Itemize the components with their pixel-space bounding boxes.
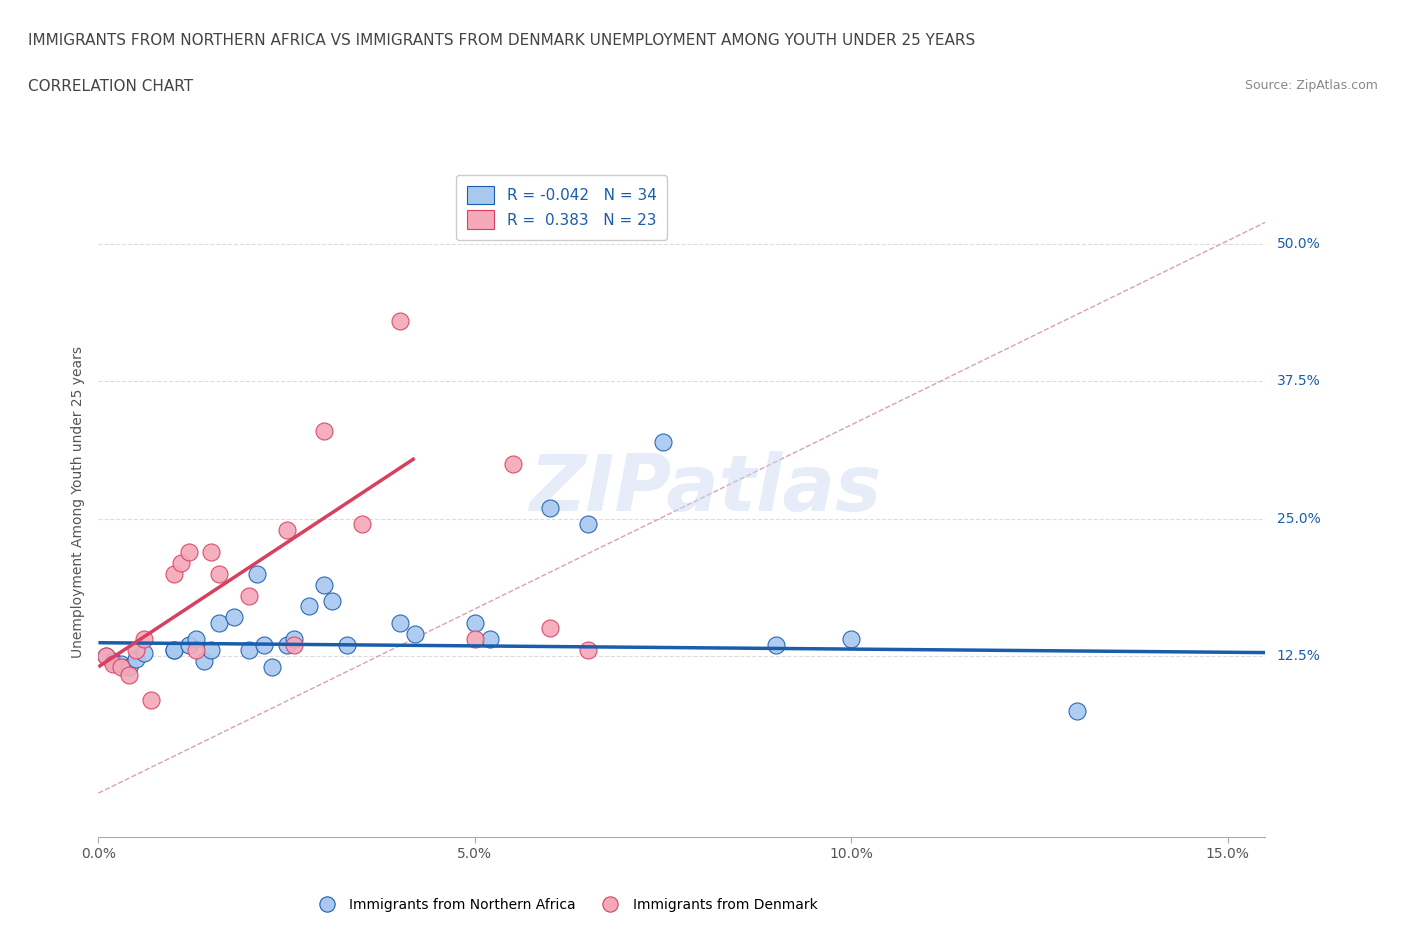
- Point: [139, 692, 162, 707]
- Point: [478, 632, 501, 647]
- Point: [177, 637, 200, 652]
- Point: [336, 637, 359, 652]
- Legend: Immigrants from Northern Africa, Immigrants from Denmark: Immigrants from Northern Africa, Immigra…: [308, 892, 823, 917]
- Text: 12.5%: 12.5%: [1277, 649, 1320, 663]
- Text: CORRELATION CHART: CORRELATION CHART: [28, 79, 193, 94]
- Point: [276, 523, 298, 538]
- Point: [253, 637, 276, 652]
- Point: [94, 648, 117, 663]
- Point: [117, 659, 139, 674]
- Text: Source: ZipAtlas.com: Source: ZipAtlas.com: [1244, 79, 1378, 92]
- Point: [110, 659, 132, 674]
- Point: [321, 593, 343, 608]
- Point: [200, 643, 222, 658]
- Point: [276, 637, 298, 652]
- Point: [652, 434, 675, 449]
- Point: [132, 632, 155, 647]
- Point: [125, 652, 148, 667]
- Point: [208, 566, 231, 581]
- Point: [186, 632, 208, 647]
- Point: [765, 637, 787, 652]
- Point: [388, 313, 411, 328]
- Point: [222, 610, 245, 625]
- Point: [163, 566, 186, 581]
- Point: [350, 517, 373, 532]
- Point: [163, 643, 186, 658]
- Point: [110, 657, 132, 671]
- Text: 25.0%: 25.0%: [1277, 512, 1320, 525]
- Point: [177, 544, 200, 559]
- Y-axis label: Unemployment Among Youth under 25 years: Unemployment Among Youth under 25 years: [72, 346, 86, 658]
- Point: [576, 517, 599, 532]
- Point: [298, 599, 321, 614]
- Text: IMMIGRANTS FROM NORTHERN AFRICA VS IMMIGRANTS FROM DENMARK UNEMPLOYMENT AMONG YO: IMMIGRANTS FROM NORTHERN AFRICA VS IMMIG…: [28, 33, 976, 47]
- Text: ZIPatlas: ZIPatlas: [529, 451, 882, 526]
- Point: [117, 667, 139, 682]
- Point: [576, 643, 599, 658]
- Point: [538, 621, 561, 636]
- Point: [314, 578, 336, 592]
- Point: [94, 648, 117, 663]
- Point: [103, 654, 125, 669]
- Point: [186, 643, 208, 658]
- Point: [208, 616, 231, 631]
- Point: [125, 643, 148, 658]
- Point: [314, 423, 336, 438]
- Point: [238, 588, 260, 603]
- Point: [464, 616, 486, 631]
- Point: [132, 645, 155, 660]
- Point: [260, 659, 283, 674]
- Point: [404, 627, 426, 642]
- Point: [502, 457, 524, 472]
- Point: [839, 632, 862, 647]
- Point: [200, 544, 222, 559]
- Point: [170, 555, 193, 570]
- Point: [388, 616, 411, 631]
- Point: [238, 643, 260, 658]
- Point: [245, 566, 267, 581]
- Point: [193, 654, 215, 669]
- Point: [283, 632, 305, 647]
- Point: [163, 643, 186, 658]
- Text: 37.5%: 37.5%: [1277, 375, 1320, 389]
- Point: [103, 657, 125, 671]
- Point: [283, 637, 305, 652]
- Text: 50.0%: 50.0%: [1277, 237, 1320, 251]
- Point: [1066, 703, 1088, 718]
- Point: [538, 500, 561, 515]
- Point: [464, 632, 486, 647]
